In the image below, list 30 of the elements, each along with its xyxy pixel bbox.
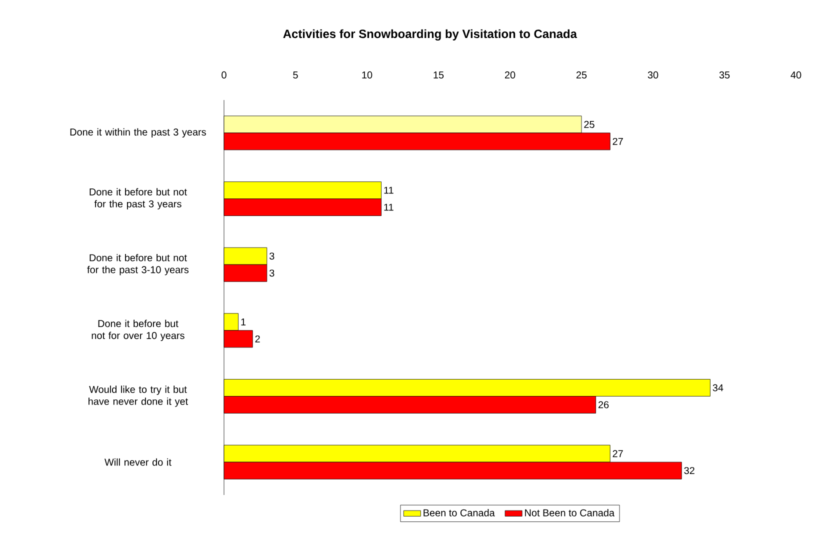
- data-label: 3: [269, 252, 274, 260]
- x-tick-label: 30: [648, 71, 658, 78]
- x-tick-label: 5: [293, 72, 298, 78]
- y-tick-label: Done it within the past 3 years: [70, 128, 206, 138]
- data-label: 27: [612, 138, 623, 145]
- data-label: 2: [255, 335, 260, 342]
- data-label: 27: [612, 450, 623, 458]
- data-label: 26: [598, 401, 609, 408]
- y-tick-label: Done it before but not for the past 3-10 years: [87, 254, 189, 276]
- data-label: 1: [241, 318, 246, 326]
- data-label: 11: [384, 186, 394, 194]
- x-tick-label: 10: [362, 71, 372, 78]
- data-label: 32: [684, 467, 694, 474]
- x-tick-label: 25: [576, 71, 587, 78]
- y-tick-label: Will never do it: [104, 458, 172, 466]
- y-tick-label: Done it before but not for over 10 years: [92, 320, 184, 342]
- x-tick-label: 0: [222, 71, 226, 78]
- x-tick-label: 40: [790, 71, 802, 78]
- chart-title: Activities for Snowboarding by Visitation to Canada: [283, 29, 578, 40]
- data-label: 3: [269, 270, 274, 277]
- x-tick-label: 35: [719, 71, 730, 78]
- data-label: 25: [584, 120, 594, 128]
- legend-label: Been to Canada: [424, 509, 495, 516]
- x-tick-label: 15: [434, 72, 444, 78]
- y-tick-label: Would like to try it but have never done it yet: [88, 386, 188, 407]
- data-label: 34: [712, 384, 724, 392]
- data-label: 11: [384, 204, 394, 211]
- legend-label: Not Been to Canada: [525, 509, 615, 516]
- y-tick-label: Done it before but not for the past 3 years: [90, 188, 187, 210]
- x-tick-label: 20: [504, 71, 516, 78]
